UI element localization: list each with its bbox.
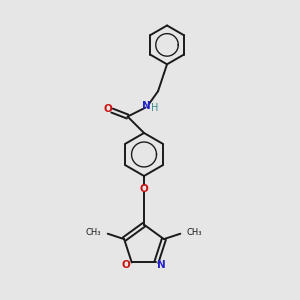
Text: CH₃: CH₃ xyxy=(187,228,203,237)
Text: O: O xyxy=(103,104,112,114)
Text: O: O xyxy=(122,260,131,270)
Text: H: H xyxy=(152,103,159,112)
Text: N: N xyxy=(142,101,151,111)
Text: CH₃: CH₃ xyxy=(86,228,101,237)
Text: O: O xyxy=(140,184,148,194)
Text: N: N xyxy=(157,260,166,270)
